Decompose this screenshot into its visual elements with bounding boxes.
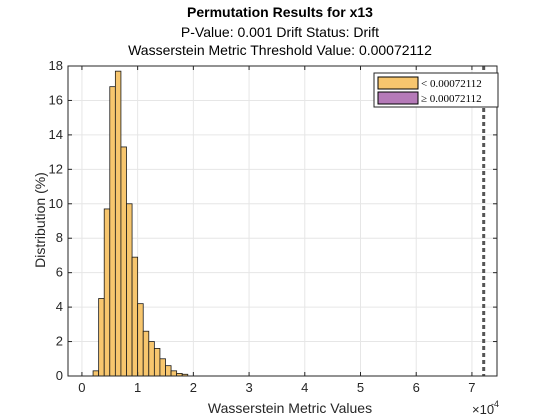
chart-subtitle-pvalue: P-Value: 0.001 Drift Status: Drift <box>180 24 380 40</box>
x-tick-label: 5 <box>357 380 364 395</box>
x-tick-label: 6 <box>413 380 420 395</box>
histogram-bar <box>98 298 105 377</box>
histogram-bar <box>92 370 100 377</box>
histogram-bar <box>148 341 155 377</box>
legend: < 0.00072112 ≥ 0.00072112 <box>373 72 499 108</box>
x-exponent-base: ×10 <box>472 402 494 417</box>
legend-label-below: < 0.00072112 <box>421 78 482 90</box>
x-tick-label: 2 <box>190 380 197 395</box>
y-tick-label: 14 <box>49 127 63 142</box>
histogram-bar <box>120 146 127 377</box>
y-tick-label: 18 <box>49 58 63 73</box>
y-tick-label: 0 <box>56 368 63 383</box>
histogram-bar <box>131 256 139 377</box>
x-tick-label: 0 <box>78 380 85 395</box>
x-tick-label: 4 <box>301 380 308 395</box>
y-tick-label: 4 <box>56 299 63 314</box>
x-tick-label: 3 <box>245 380 252 395</box>
histogram-bar <box>142 330 150 377</box>
y-axis-label: Distribution (%) <box>32 172 48 268</box>
y-tick-label: 16 <box>49 92 63 107</box>
histogram-bar <box>109 86 116 377</box>
plot-box <box>67 65 498 377</box>
histogram-bar <box>153 348 161 377</box>
histogram-bar <box>170 370 178 377</box>
chart-subtitle-threshold: Wasserstein Metric Threshold Value: 0.00… <box>128 42 432 58</box>
y-tick-label: 12 <box>49 161 63 176</box>
x-exponent-label: ×10 -4 <box>472 399 499 417</box>
y-tick-label: 6 <box>56 265 63 280</box>
y-tick-label: 10 <box>49 196 63 211</box>
histogram-bar <box>165 365 172 377</box>
chart-title: Permutation Results for x13 <box>187 4 373 20</box>
x-axis-label: Wasserstein Metric Values <box>208 400 372 416</box>
histogram-bar <box>103 208 111 377</box>
legend-label-above: ≥ 0.00072112 <box>421 93 482 105</box>
y-tick-label: 2 <box>56 334 63 349</box>
plot-axes <box>67 65 498 377</box>
histogram-bar <box>137 303 144 377</box>
histogram-bar <box>126 203 133 377</box>
x-exponent-power: -4 <box>491 399 499 409</box>
y-tick-label: 8 <box>56 230 63 245</box>
x-tick-label: 1 <box>134 380 141 395</box>
legend-swatch-above <box>377 91 419 105</box>
histogram-bar <box>159 358 166 377</box>
histogram-bar <box>114 70 122 377</box>
legend-swatch-below <box>377 76 419 90</box>
histogram-bars <box>92 70 189 377</box>
x-tick-label: 7 <box>468 380 475 395</box>
